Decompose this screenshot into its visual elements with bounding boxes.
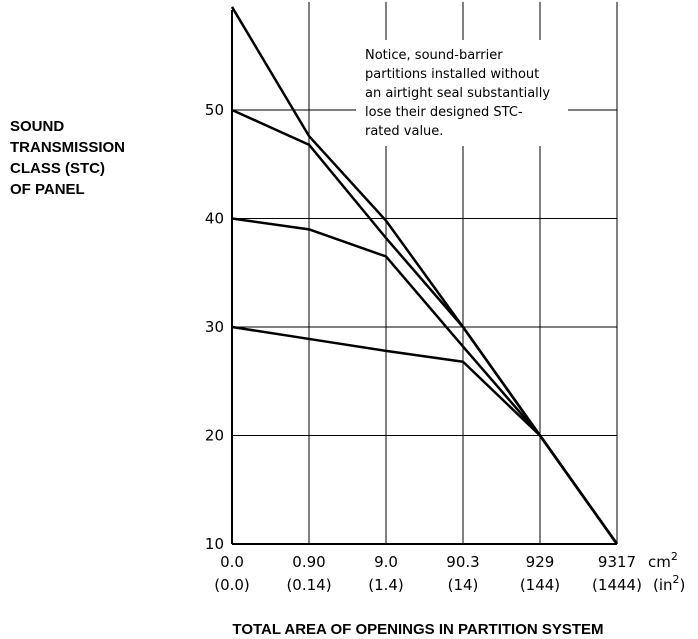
x-tick-label-cm: 9317 bbox=[598, 553, 636, 571]
x-unit-in-label: (in2) bbox=[653, 573, 685, 594]
annotation-line: rated value. bbox=[365, 124, 443, 139]
y-axis-title-line: CLASS (STC) bbox=[10, 160, 105, 177]
y-tick-label: 10 bbox=[205, 535, 224, 553]
x-unit-cm-text: cm bbox=[648, 553, 671, 571]
series-line-4 bbox=[231, 325, 619, 545]
data-series bbox=[230, 6, 619, 545]
annotation-line: Notice, sound-barrier bbox=[365, 48, 503, 63]
annotation-line: lose their designed STC- bbox=[365, 105, 523, 120]
x-tick-label-cm: 0.90 bbox=[292, 553, 325, 571]
x-tick-label-in: (144) bbox=[520, 576, 560, 594]
axes bbox=[231, 10, 617, 545]
x-tick-label-in: (0.0) bbox=[214, 576, 250, 594]
y-axis-title-line: TRANSMISSION bbox=[10, 139, 125, 156]
x-tick-label-cm: 90.3 bbox=[446, 553, 479, 571]
annotation-line: an airtight seal substantially bbox=[365, 86, 550, 101]
y-tick-label: 20 bbox=[205, 427, 224, 445]
y-tick-labels: 10 20 30 40 50 bbox=[205, 101, 224, 553]
y-axis-title-line: OF PANEL bbox=[10, 181, 85, 198]
x-tick-label-in: (1.4) bbox=[368, 576, 404, 594]
annotation-box bbox=[356, 40, 568, 146]
x-tick-label-in: (14) bbox=[448, 576, 479, 594]
x-tick-label-in: (1444) bbox=[592, 576, 642, 594]
x-unit-labels: cm2 (in2) bbox=[648, 550, 685, 594]
x-unit-in-close: ) bbox=[680, 576, 686, 594]
x-unit-cm-superscript: 2 bbox=[671, 550, 678, 563]
series-line-3 bbox=[231, 217, 619, 545]
x-unit-cm-label: cm2 bbox=[648, 550, 678, 571]
annotation-line: partitions installed without bbox=[365, 67, 539, 82]
annotation-text: Notice, sound-barrier partitions installe… bbox=[365, 48, 550, 139]
y-tick-label: 40 bbox=[205, 210, 224, 228]
x-tick-label-cm: 0.0 bbox=[220, 553, 244, 571]
y-tick-label: 30 bbox=[205, 318, 224, 336]
y-axis-title-line: SOUND bbox=[10, 118, 64, 135]
x-tick-labels: 0.0 (0.0) 0.90 (0.14) 9.0 (1.4) 90.3 (14) 929 (14… bbox=[214, 553, 642, 594]
x-unit-in-text: (in bbox=[653, 576, 673, 594]
x-tick-label-cm: 929 bbox=[526, 553, 555, 571]
x-tick-label-in: (0.14) bbox=[286, 576, 331, 594]
x-tick-label-cm: 9.0 bbox=[374, 553, 398, 571]
x-axis-title: TOTAL AREA OF OPENINGS IN PARTITION SYST… bbox=[232, 621, 603, 638]
x-unit-in-superscript: 2 bbox=[673, 573, 680, 586]
y-axis-title: SOUND TRANSMISSION CLASS (STC) OF PANEL bbox=[10, 118, 125, 198]
y-tick-label: 50 bbox=[205, 101, 224, 119]
